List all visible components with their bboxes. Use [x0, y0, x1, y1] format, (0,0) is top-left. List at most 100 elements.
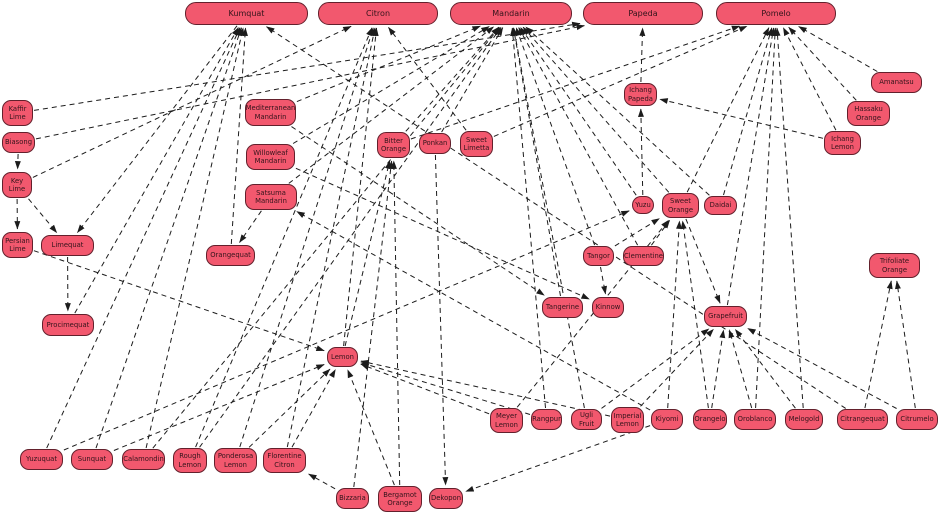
edge-ponderosa-lemon-lemon	[248, 368, 331, 448]
node-oroblanco[interactable]: Oroblanco	[734, 409, 776, 430]
node-dekopon[interactable]: Dekopon	[429, 488, 463, 509]
node-orangelo[interactable]: Orangelo	[693, 409, 727, 430]
node-amanatsu[interactable]: Amanatsu	[871, 72, 922, 93]
node-tangerine[interactable]: Tangerine	[542, 297, 583, 318]
node-yuzuquat[interactable]: Yuzuquat	[20, 449, 63, 470]
node-ichang-lemon[interactable]: Ichang Lemon	[824, 131, 861, 155]
edge-bergamot-orange-lemon	[347, 369, 395, 486]
node-bergamot-orange[interactable]: Bergamot Orange	[378, 486, 422, 512]
node-hassaku-orange[interactable]: Hassaku Orange	[847, 101, 890, 126]
edge-willowleaf-mandarin-mandarin	[292, 26, 490, 144]
edge-kiyomi-sweet-orange	[667, 220, 682, 409]
edge-tangor-kinnow	[600, 266, 607, 295]
node-procimequat[interactable]: Procimequat	[42, 314, 94, 336]
node-clementine[interactable]: Clementine	[623, 246, 664, 266]
node-label: Florentine Citron	[267, 452, 302, 469]
node-limequat[interactable]: Limequat	[41, 235, 94, 256]
node-sweet-limetta[interactable]: Sweet Limetta	[460, 131, 493, 157]
node-citrangequat[interactable]: Citrangequat	[837, 409, 888, 430]
edge-grapefruit-pomelo	[726, 27, 776, 306]
node-trifoliate-orange[interactable]: Trifoliate Orange	[869, 253, 920, 278]
node-ugli-fruit[interactable]: Ugli Fruit	[571, 409, 602, 430]
edge-ichang-lemon-ichang-papeda	[659, 98, 824, 139]
node-meyer-lemon[interactable]: Meyer Lemon	[490, 408, 523, 433]
node-label: Pomelo	[761, 8, 791, 18]
node-label: Key Lime	[8, 176, 26, 193]
node-label: Bergamot Orange	[383, 490, 417, 507]
node-ponkan[interactable]: Ponkan	[419, 133, 451, 154]
node-mediterranean-mandarin[interactable]: Mediterranean Mandarin	[245, 99, 296, 126]
edge-tangerine-mandarin	[511, 27, 561, 297]
edge-sweet-orange-pomelo	[686, 27, 770, 193]
edge-hassaku-orange-pomelo	[788, 26, 857, 101]
node-key-lime[interactable]: Key Lime	[2, 172, 32, 198]
node-label: Ponkan	[422, 139, 448, 148]
node-papeda[interactable]: Papeda	[583, 2, 703, 25]
node-yuzu[interactable]: Yuzu	[632, 196, 654, 214]
node-pomelo[interactable]: Pomelo	[716, 2, 836, 25]
node-mandarin[interactable]: Mandarin	[450, 2, 572, 25]
edge-persian-lime-lemon	[33, 250, 325, 352]
node-sweet-orange[interactable]: Sweet Orange	[662, 193, 699, 218]
edge-lemon-bitter-orange	[344, 160, 391, 347]
node-ponderosa-lemon[interactable]: Ponderosa Lemon	[214, 448, 257, 473]
node-label: Satsuma Mandarin	[255, 188, 287, 205]
node-label: Orangelo	[694, 415, 726, 424]
node-kumquat[interactable]: Kumquat	[185, 2, 308, 25]
edge-ponkan-dekopon	[434, 154, 449, 486]
node-citron[interactable]: Citron	[318, 2, 438, 25]
node-kaffir-lime[interactable]: Kaffir Lime	[2, 100, 33, 126]
node-label: Papeda	[628, 8, 658, 18]
node-florentine-citron[interactable]: Florentine Citron	[263, 448, 306, 473]
node-label: Imperial Lemon	[613, 411, 642, 428]
node-bitter-orange[interactable]: Bitter Orange	[377, 132, 410, 158]
node-imperial-lemon[interactable]: Imperial Lemon	[611, 407, 644, 433]
node-label: Bizzaria	[339, 494, 366, 503]
node-grapefruit[interactable]: Grapefruit	[704, 306, 747, 327]
edge-lemon-citron	[343, 27, 379, 347]
edge-rough-lemon-mandarin	[199, 26, 502, 448]
node-label: Grapefruit	[708, 312, 743, 321]
node-label: Ugli Fruit	[578, 411, 595, 428]
edge-daidai-mandarin	[525, 26, 710, 196]
node-lemon[interactable]: Lemon	[327, 347, 358, 367]
node-citrumelo[interactable]: Citrumelo	[896, 409, 938, 430]
node-label: Kinnow	[595, 303, 621, 312]
node-rough-lemon[interactable]: Rough Lemon	[173, 448, 207, 473]
node-label: Persian Lime	[5, 236, 30, 253]
node-label: Willowleaf Mandarin	[253, 148, 288, 165]
node-label: Rangpur	[532, 415, 561, 424]
node-satsuma-mandarin[interactable]: Satsuma Mandarin	[245, 184, 297, 210]
node-kiyomi[interactable]: Kiyomi	[651, 409, 683, 430]
node-bizzaria[interactable]: Bizzaria	[336, 488, 369, 509]
edge-tangor-sweet-orange	[614, 218, 660, 247]
node-rangpur[interactable]: Rangpur	[531, 409, 562, 430]
node-label: Melogold	[788, 415, 820, 424]
node-label: Tangor	[587, 251, 610, 260]
edge-ponkan-mandarin	[441, 27, 504, 133]
edge-sweet-orange-mandarin	[522, 26, 670, 193]
node-orangequat[interactable]: Orangequat	[206, 245, 255, 266]
edge-calamondin-kumquat	[145, 27, 245, 449]
node-willowleaf-mandarin[interactable]: Willowleaf Mandarin	[246, 144, 295, 170]
node-label: Yuzu	[635, 200, 651, 209]
edge-orangelo-grapefruit	[711, 329, 726, 409]
node-ichang-papeda[interactable]: Ichang Papeda	[624, 83, 657, 106]
node-tangor[interactable]: Tangor	[583, 246, 614, 266]
node-kinnow[interactable]: Kinnow	[592, 297, 624, 318]
node-persian-lime[interactable]: Persian Lime	[2, 232, 33, 258]
node-sunquat[interactable]: Sunquat	[71, 449, 113, 470]
node-melogold[interactable]: Melogold	[785, 409, 823, 430]
edge-ichang-papeda-papeda	[639, 27, 646, 83]
node-daidai[interactable]: Daidai	[704, 196, 737, 215]
edge-orangequat-kumquat	[230, 27, 248, 245]
edge-oroblanco-grapefruit	[728, 329, 753, 409]
node-calamondin[interactable]: Calamondin	[122, 449, 165, 470]
node-biasong[interactable]: Biasong	[2, 132, 35, 153]
edge-mediterranean-mandarin-tangerine	[291, 126, 545, 296]
node-label: Bitter Orange	[380, 136, 407, 153]
edge-melogold-grapefruit	[734, 328, 796, 409]
edge-yuzu-ichang-papeda	[638, 108, 644, 196]
edge-bitter-orange-pomelo	[410, 25, 741, 140]
